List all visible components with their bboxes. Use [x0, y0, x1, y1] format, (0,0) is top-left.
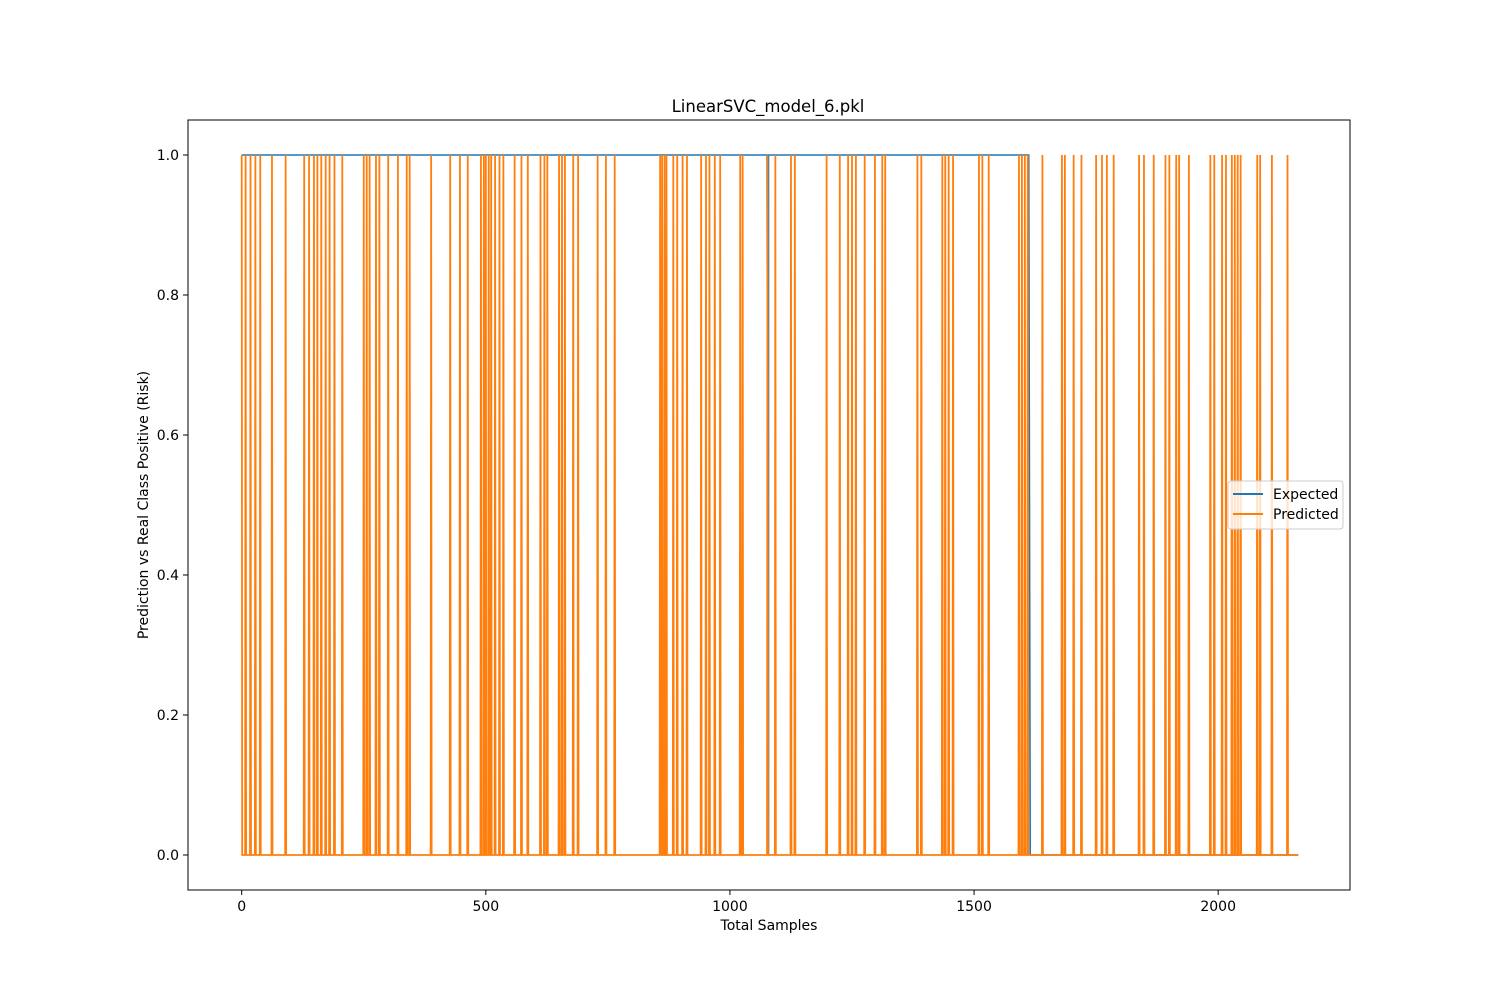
x-axis-ticks: 0 500 1000 1500 2000 [237, 890, 1236, 915]
y-tick-label: 0.8 [157, 288, 179, 304]
x-tick-label: 0 [237, 899, 246, 915]
x-tick-label: 1000 [712, 899, 748, 915]
x-tick-label: 500 [472, 899, 499, 915]
chart-title: LinearSVC_model_6.pkl [672, 97, 865, 117]
series-predicted-line [240, 154, 1299, 856]
y-tick-label: 0.0 [157, 848, 179, 864]
x-axis-label: Total Samples [720, 918, 818, 934]
y-tick-label: 1.0 [157, 148, 179, 164]
y-tick-label: 0.4 [157, 568, 179, 584]
x-tick-label: 2000 [1200, 899, 1236, 915]
legend-predicted-label: Predicted [1273, 507, 1339, 523]
y-tick-label: 0.2 [157, 708, 179, 724]
y-axis-label: Prediction vs Real Class Positive (Risk) [136, 371, 152, 639]
series-layer [240, 154, 1299, 856]
legend: Expected Predicted [1227, 480, 1344, 530]
legend-expected-label: Expected [1273, 487, 1338, 503]
y-tick-label: 0.6 [157, 428, 179, 444]
x-tick-label: 1500 [956, 899, 992, 915]
y-axis-ticks: 0.0 0.2 0.4 0.6 0.8 1.0 [157, 148, 188, 864]
plot-frame [187, 119, 1351, 891]
